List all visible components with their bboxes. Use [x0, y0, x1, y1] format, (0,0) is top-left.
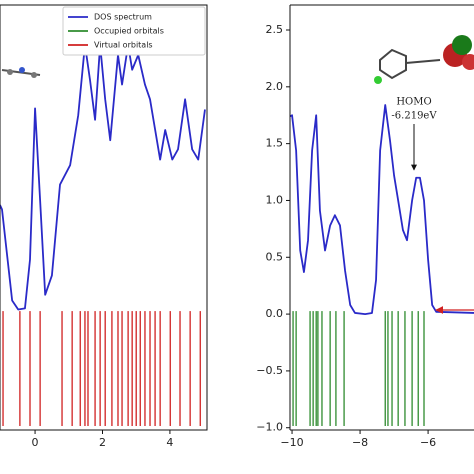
molecule-left: [1, 67, 41, 78]
x-tick-label: −10: [280, 436, 303, 449]
y-tick-label: −1.0: [256, 421, 283, 434]
y-tick-label: 0.5: [266, 250, 284, 263]
x-tick-label: 4: [166, 436, 173, 449]
x-tick-label: 0: [32, 436, 39, 449]
x-tick-label: −6: [420, 436, 436, 449]
legend-label: Virtual orbitals: [94, 41, 153, 50]
x-tick-label: −8: [352, 436, 368, 449]
axes-frame: [0, 4, 208, 431]
y-tick-label: 2.5: [266, 23, 284, 36]
x-tick-label: 2: [99, 436, 106, 449]
dos-line: [0, 43, 206, 311]
y-tick-label: 2.0: [266, 80, 284, 93]
plot-area: [0, 43, 206, 426]
legend-label: Occupied orbitals: [94, 27, 164, 36]
legend: DOS spectrum Occupied orbitals Virtual orb…: [62, 6, 206, 56]
annotation: -6.219eV: [391, 111, 437, 122]
annotation: HOMO: [396, 97, 431, 108]
plot-area: [290, 104, 474, 426]
legend-label: DOS spectrum: [94, 13, 152, 22]
molecule-right: [374, 35, 474, 84]
legend-box: [62, 6, 206, 56]
y-tick-label: 0.0: [266, 307, 284, 320]
dos-line: [290, 104, 474, 315]
y-tick-label: −0.5: [256, 364, 283, 377]
y-tick-label: 1.0: [266, 193, 284, 206]
y-tick-label: 1.5: [266, 137, 284, 150]
